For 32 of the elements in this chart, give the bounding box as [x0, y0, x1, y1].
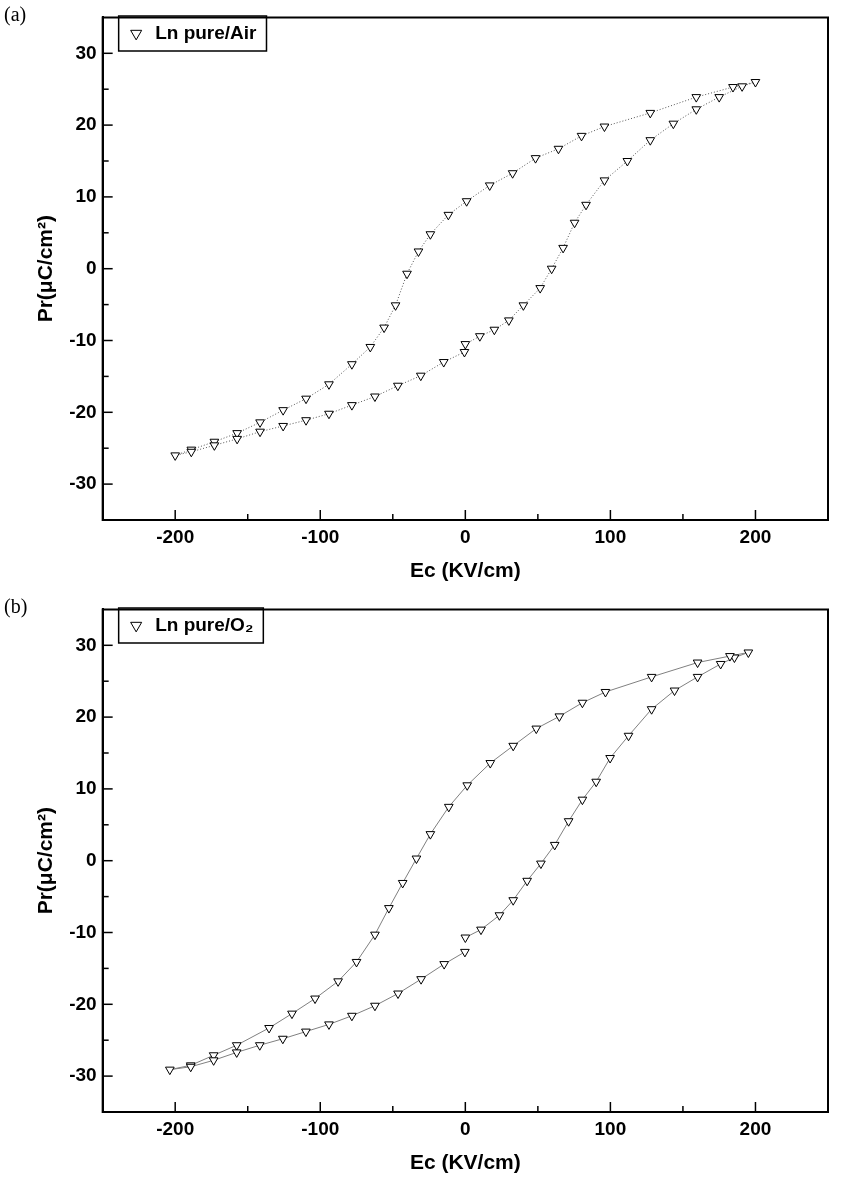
y-tick-label: -20 [69, 992, 97, 1014]
y-axis-title: Pr(μC/cm²) [33, 215, 57, 323]
legend-label: Ln pure/O₂ [155, 613, 254, 635]
y-tick-label: 10 [75, 185, 97, 207]
x-tick-label: -200 [156, 1117, 195, 1139]
x-tick-label: 0 [460, 525, 471, 547]
x-tick-label: 100 [594, 525, 627, 547]
y-tick-label: -20 [69, 400, 97, 422]
y-axis-title: Pr(μC/cm²) [33, 807, 57, 915]
y-tick-label: -10 [69, 328, 97, 350]
y-tick-label: 0 [86, 848, 97, 870]
x-tick-label: 100 [594, 1117, 627, 1139]
x-tick-label: -100 [301, 525, 340, 547]
y-tick-label: 30 [75, 41, 97, 63]
y-tick-label: 0 [86, 256, 97, 278]
x-axis-title: Ec (KV/cm) [409, 1150, 521, 1174]
legend-label: Ln pure/Air [155, 21, 258, 43]
x-tick-label: 0 [460, 1117, 471, 1139]
y-tick-label: 10 [75, 777, 97, 799]
x-axis-title: Ec (KV/cm) [409, 558, 521, 582]
y-tick-label: 20 [75, 705, 97, 727]
y-tick-label: 30 [75, 633, 97, 655]
y-tick-label: -10 [69, 920, 97, 942]
x-tick-label: 200 [739, 525, 772, 547]
y-tick-label: -30 [69, 1064, 97, 1086]
x-tick-label: -100 [301, 1117, 340, 1139]
x-tick-label: -200 [156, 525, 195, 547]
text: (b) [4, 595, 28, 619]
y-tick-label: 20 [75, 113, 97, 135]
text: (a) [4, 3, 27, 27]
x-tick-label: 200 [739, 1117, 772, 1139]
y-tick-label: -30 [69, 472, 97, 494]
